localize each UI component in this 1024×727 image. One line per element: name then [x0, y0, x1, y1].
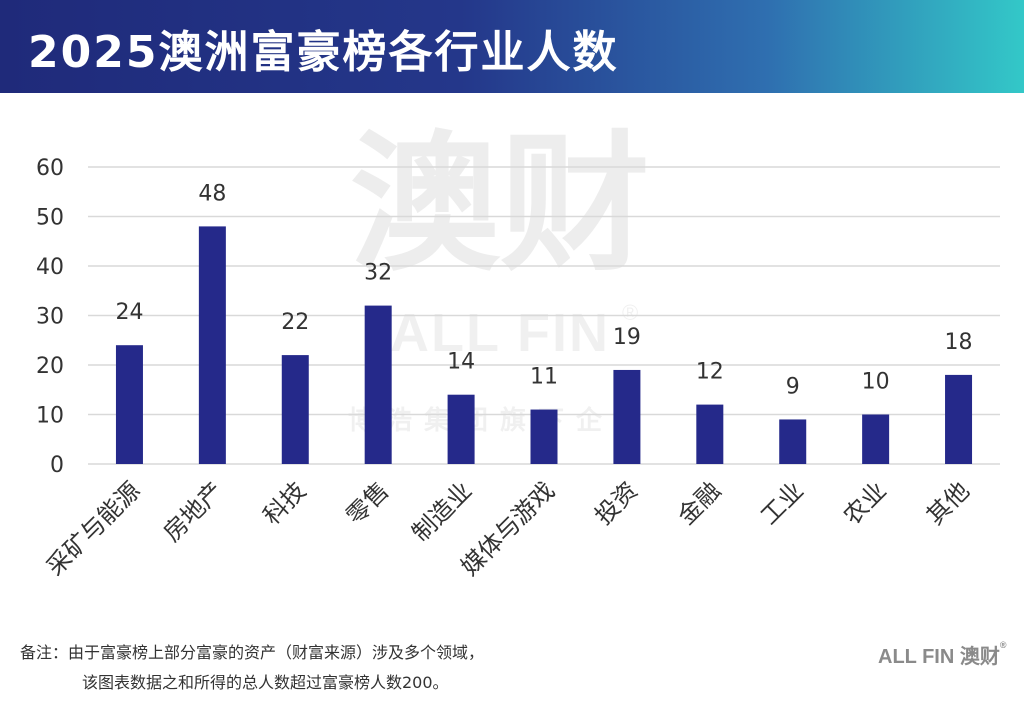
bar	[447, 394, 475, 464]
data-label: 24	[115, 300, 143, 325]
data-label: 22	[281, 310, 309, 335]
bar	[613, 369, 641, 464]
bar	[115, 345, 143, 464]
y-tick-label: 40	[36, 255, 64, 280]
y-tick-label: 50	[36, 206, 64, 231]
data-label: 10	[862, 370, 890, 395]
page-title: 2025澳洲富豪榜各行业人数	[28, 27, 619, 78]
x-tick-label: 科技	[258, 476, 312, 530]
header-banner: 2025澳洲富豪榜各行业人数	[0, 0, 1024, 93]
x-tick-label: 采矿与能源	[41, 476, 146, 581]
brand-logo-reg: ®	[999, 640, 1007, 650]
data-label: 18	[945, 330, 973, 355]
x-tick-label: 金融	[672, 476, 726, 530]
footnote-line-1: 备注：由于富豪榜上部分富豪的资产（财富来源）涉及多个领域，	[20, 643, 485, 662]
data-label: 19	[613, 325, 641, 350]
data-label: 32	[364, 261, 392, 286]
data-label: 9	[786, 374, 800, 399]
bar	[281, 355, 309, 464]
x-tick-label: 房地产	[158, 476, 229, 547]
data-label: 14	[447, 350, 475, 375]
brand-logo: ALL FIN 澳财®	[878, 640, 1007, 669]
bar	[862, 414, 890, 464]
y-tick-label: 60	[36, 156, 64, 181]
x-tick-label: 零售	[341, 476, 395, 530]
y-tick-label: 10	[36, 404, 64, 429]
bar	[530, 409, 558, 464]
x-tick-label: 农业	[838, 476, 892, 530]
data-label: 48	[198, 181, 226, 206]
bar	[696, 404, 724, 464]
y-tick-label: 0	[50, 453, 64, 478]
x-tick-label: 工业	[755, 476, 809, 530]
x-tick-label: 投资	[589, 476, 643, 530]
y-tick-label: 30	[36, 305, 64, 330]
data-label: 12	[696, 360, 724, 385]
y-tick-label: 20	[36, 354, 64, 379]
bar	[779, 419, 807, 464]
bar	[198, 226, 226, 464]
brand-logo-text: ALL FIN 澳财	[878, 646, 1000, 668]
bar	[945, 374, 973, 464]
bar	[364, 305, 392, 464]
bar-chart: 0 10 20 30 40 50 60 24 采矿与能源 48 房地产 22 科技 32 零售 14 制造业 11…	[36, 156, 1000, 581]
x-tick-label: 制造业	[407, 476, 478, 547]
footnote-line-2: 该图表数据之和所得的总人数超过富豪榜人数200。	[82, 673, 449, 692]
data-label: 11	[530, 365, 558, 390]
x-tick-label: 其他	[921, 476, 975, 530]
footnote: 备注：由于富豪榜上部分富豪的资产（财富来源）涉及多个领域， 该图表数据之和所得的…	[20, 638, 484, 698]
